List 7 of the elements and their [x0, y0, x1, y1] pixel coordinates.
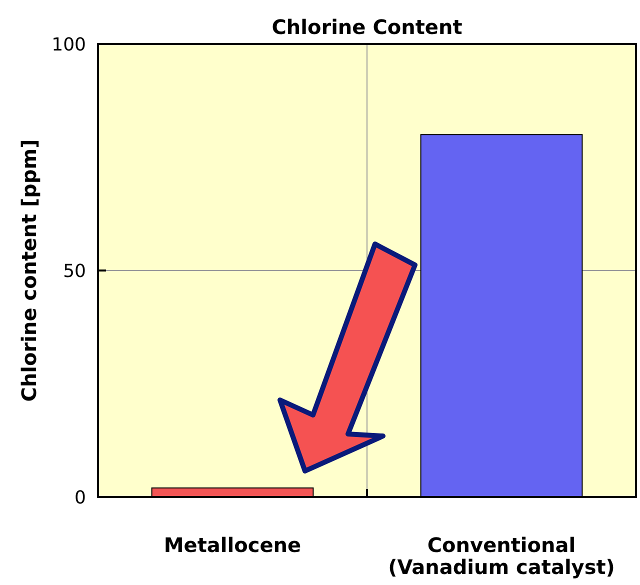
y-tick-label: 100 [52, 34, 86, 56]
y-axis-title: Chlorine content [ppm] [17, 139, 41, 402]
y-tick-label: 0 [74, 487, 86, 508]
x-tick-label: Metallocene [164, 533, 302, 557]
x-tick-label: Conventional (Vanadium catalyst) [388, 533, 615, 579]
chart-title: Chlorine Content [272, 15, 463, 39]
y-tick-label: 50 [63, 260, 86, 282]
